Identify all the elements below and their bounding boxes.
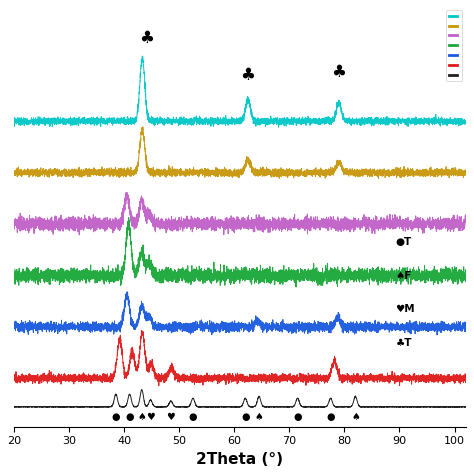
Text: ♠: ♠	[255, 412, 264, 422]
Legend: , , , , , , : , , , , , ,	[446, 10, 462, 81]
Text: ●T: ●T	[395, 237, 412, 247]
Text: ●: ●	[293, 412, 302, 422]
Text: ●: ●	[111, 412, 120, 422]
X-axis label: 2Theta (°): 2Theta (°)	[196, 452, 283, 467]
Text: ♥: ♥	[166, 412, 175, 422]
Text: ●: ●	[126, 412, 134, 422]
Text: ♣: ♣	[241, 66, 255, 84]
Text: ♣: ♣	[139, 29, 154, 47]
Text: ●: ●	[327, 412, 335, 422]
Text: ♣T: ♣T	[395, 338, 412, 348]
Text: ♥M: ♥M	[395, 304, 415, 314]
Text: ♠F: ♠F	[395, 271, 412, 281]
Text: ♥: ♥	[146, 412, 155, 422]
Text: ♠: ♠	[351, 412, 360, 422]
Text: ♠: ♠	[137, 412, 146, 422]
Text: ●: ●	[241, 412, 249, 422]
Text: ♣: ♣	[331, 63, 346, 81]
Text: ●: ●	[189, 412, 197, 422]
